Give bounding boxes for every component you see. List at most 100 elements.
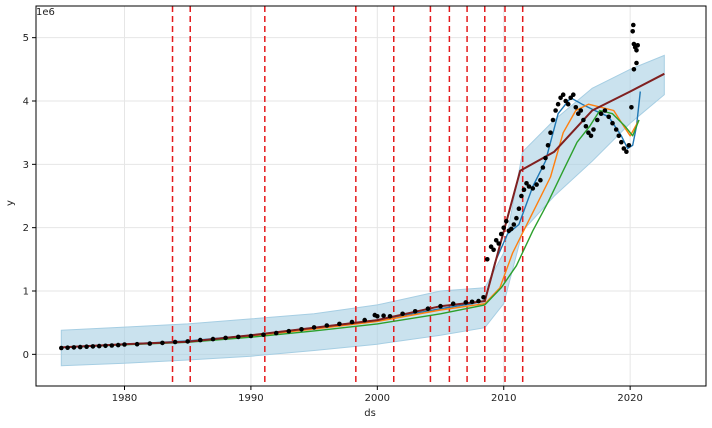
observed-point — [606, 114, 611, 120]
observed-point — [172, 339, 178, 345]
observed-point — [560, 92, 566, 97]
observed-point — [210, 336, 216, 342]
observed-point — [621, 146, 627, 151]
x-tick-label: 2000 — [365, 393, 390, 404]
observed-point — [223, 335, 228, 341]
observed-point — [595, 117, 600, 123]
observed-point — [109, 343, 115, 348]
observed-point — [501, 225, 507, 230]
observed-point — [563, 98, 568, 104]
y-tick-label: 2 — [23, 223, 29, 234]
observed-point — [77, 344, 83, 350]
observed-point — [375, 314, 380, 319]
observed-point — [576, 111, 581, 116]
observed-point — [425, 306, 431, 312]
observed-point — [540, 165, 546, 170]
observed-point — [450, 301, 456, 307]
y-tick-label: 4 — [23, 97, 29, 108]
observed-point — [412, 309, 418, 314]
observed-point — [509, 226, 514, 232]
plot-frame — [35, 5, 707, 387]
observed-point — [511, 222, 517, 227]
observed-point — [573, 105, 579, 110]
observed-point — [438, 303, 443, 309]
observed-point — [400, 311, 405, 317]
observed-point — [629, 105, 634, 110]
observed-point — [602, 108, 608, 113]
observed-point — [337, 321, 342, 327]
observed-point — [591, 127, 596, 132]
x-tick-label: 2020 — [617, 393, 642, 404]
series-line-3 — [61, 109, 640, 349]
observed-point — [550, 117, 556, 123]
observed-point — [534, 182, 539, 187]
observed-point — [387, 314, 393, 319]
observed-point — [362, 317, 368, 323]
observed-point — [631, 67, 637, 72]
y-axis-offset-label: 1e6 — [36, 7, 55, 18]
observed-point — [147, 341, 153, 346]
x-axis-label: ds — [364, 408, 376, 419]
observed-point — [568, 95, 573, 101]
observed-point — [59, 345, 64, 351]
observed-point — [553, 108, 558, 113]
observed-point — [485, 257, 490, 262]
observed-point — [578, 108, 584, 113]
observed-point — [555, 101, 561, 107]
observed-point — [498, 231, 504, 237]
observed-point — [548, 130, 553, 135]
observed-point — [311, 325, 317, 330]
observed-point — [538, 177, 543, 183]
y-tick-label: 0 — [23, 350, 29, 361]
observed-point — [261, 332, 266, 338]
y-axis-ticks: 0 1 2 3 4 5 — [23, 33, 36, 361]
observed-point — [581, 117, 586, 123]
observed-point — [84, 344, 89, 350]
y-tick-label: 5 — [23, 33, 29, 44]
observed-point — [463, 300, 469, 305]
observed-point — [299, 327, 304, 332]
observed-point — [516, 206, 522, 211]
observed-point — [624, 149, 629, 154]
observed-point — [558, 95, 563, 101]
observed-point — [236, 334, 241, 340]
observed-point — [469, 299, 475, 305]
observed-point — [476, 298, 481, 304]
observed-point — [634, 60, 639, 66]
y-tick-label: 3 — [23, 160, 29, 171]
observed-point — [134, 341, 140, 347]
observed-point — [71, 345, 77, 350]
y-axis-label: y — [5, 200, 16, 206]
observed-point — [519, 193, 524, 199]
observed-point — [530, 186, 536, 191]
observed-point — [324, 323, 330, 328]
observed-point — [273, 330, 279, 336]
observed-point — [598, 111, 604, 116]
observed-point — [583, 124, 589, 129]
observed-point — [586, 130, 591, 135]
observed-point — [349, 319, 355, 325]
observed-points — [59, 22, 640, 351]
observed-point — [185, 339, 190, 344]
observed-point — [619, 139, 624, 145]
observed-point — [588, 133, 594, 139]
observed-point — [630, 29, 635, 34]
observed-point — [526, 184, 532, 189]
observed-point — [96, 343, 102, 349]
observed-point — [504, 219, 509, 224]
observed-point — [571, 92, 576, 97]
observed-point — [198, 337, 203, 343]
observed-point — [248, 333, 254, 339]
observed-point — [115, 342, 121, 348]
x-tick-label: 1990 — [238, 393, 263, 404]
observed-point — [160, 340, 165, 346]
observed-point — [545, 143, 551, 148]
observed-point — [488, 244, 494, 249]
observed-point — [626, 143, 632, 148]
observed-point — [496, 241, 502, 246]
observed-point — [616, 133, 622, 139]
observed-point — [613, 127, 619, 132]
observed-point — [543, 155, 548, 161]
